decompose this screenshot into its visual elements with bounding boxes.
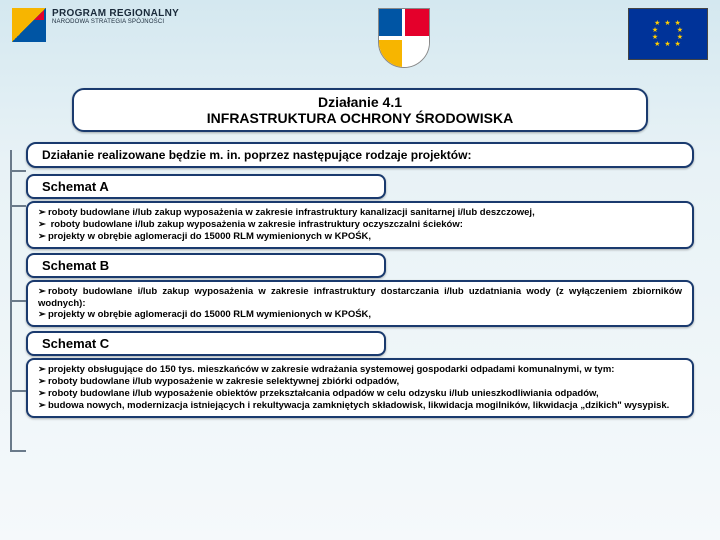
schemat-c-content: projekty obsługujące do 150 tys. mieszka… xyxy=(26,358,694,418)
bullet-item: roboty budowlane i/lub zakup wyposażenia… xyxy=(38,207,682,219)
tree-branch xyxy=(10,390,26,392)
bullet-item: roboty budowlane i/lub zakup wyposażenia… xyxy=(38,286,682,310)
bullet-item: roboty budowlane i/lub zakup wyposażenia… xyxy=(38,219,682,231)
title-line1: Działanie 4.1 xyxy=(94,94,626,110)
bullet-item: projekty w obrębie aglomeracji do 15000 … xyxy=(38,309,682,321)
logo-sub-text: NARODOWA STRATEGIA SPÓJNOŚCI xyxy=(52,19,179,25)
subtitle-box: Działanie realizowane będzie m. in. popr… xyxy=(26,142,694,168)
bullet-item: roboty budowlane i/lub wyposażenie obiek… xyxy=(38,388,682,400)
tree-branch xyxy=(10,205,26,207)
tree-branch xyxy=(10,300,26,302)
schemat-a-content: roboty budowlane i/lub zakup wyposażenia… xyxy=(26,201,694,249)
title-box: Działanie 4.1 INFRASTRUKTURA OCHRONY ŚRO… xyxy=(72,88,648,132)
header-logos: PROGRAM REGIONALNY NARODOWA STRATEGIA SP… xyxy=(12,8,708,78)
bullet-item: roboty budowlane i/lub wyposażenie w zak… xyxy=(38,376,682,388)
bullet-item: budowa nowych, modernizacja istniejących… xyxy=(38,400,682,412)
logo-square-icon xyxy=(12,8,46,42)
tree-branch xyxy=(10,170,26,172)
logo-coat-of-arms xyxy=(378,8,430,68)
eu-stars-icon: ★ ★ ★★ ★★ ★★ ★ ★ xyxy=(652,20,684,48)
logo-regional-program: PROGRAM REGIONALNY NARODOWA STRATEGIA SP… xyxy=(12,8,179,42)
logo-text: PROGRAM REGIONALNY NARODOWA STRATEGIA SP… xyxy=(52,8,179,25)
bullet-item: projekty obsługujące do 150 tys. mieszka… xyxy=(38,364,682,376)
schemat-b-label: Schemat B xyxy=(26,253,386,278)
schemat-b-content: roboty budowlane i/lub zakup wyposażenia… xyxy=(26,280,694,328)
tree-branch xyxy=(10,450,26,452)
title-line2: INFRASTRUKTURA OCHRONY ŚRODOWISKA xyxy=(94,110,626,126)
logo-eu-flag: ★ ★ ★★ ★★ ★★ ★ ★ xyxy=(628,8,708,60)
logo-main-text: PROGRAM REGIONALNY xyxy=(52,8,179,19)
bullet-item: projekty w obrębie aglomeracji do 15000 … xyxy=(38,231,682,243)
schemat-c-label: Schemat C xyxy=(26,331,386,356)
schemat-a-label: Schemat A xyxy=(26,174,386,199)
